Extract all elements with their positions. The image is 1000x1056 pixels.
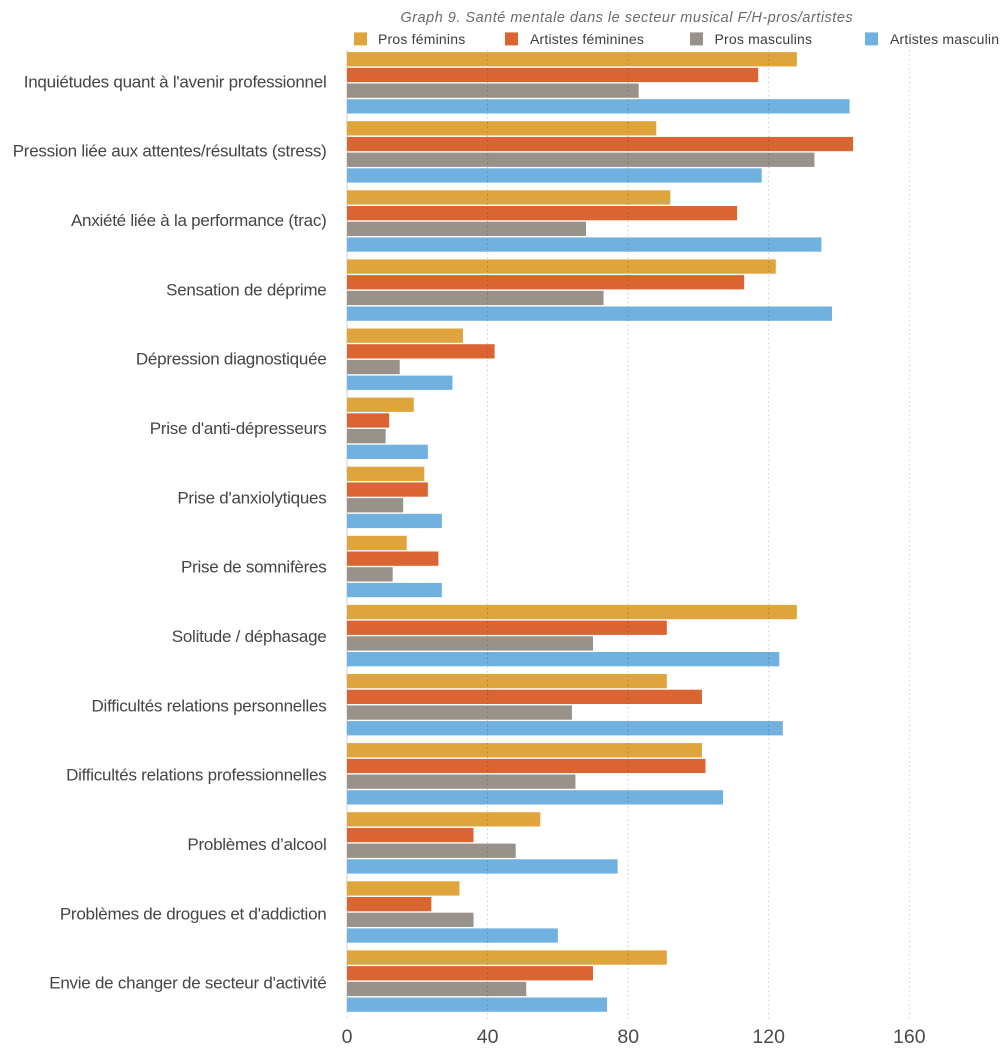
svg-text:Inquiétudes quant à l'avenir p: Inquiétudes quant à l'avenir professionn… <box>24 72 327 91</box>
svg-text:Pression liée aux attentes/rés: Pression liée aux attentes/résultats (st… <box>13 142 327 161</box>
svg-text:Pros masculins: Pros masculins <box>715 31 813 47</box>
svg-text:Sensation de déprime: Sensation de déprime <box>166 280 326 299</box>
svg-text:Prise d'anxiolytiques: Prise d'anxiolytiques <box>177 488 326 507</box>
svg-text:Solitude / déphasage: Solitude / déphasage <box>172 627 327 646</box>
svg-text:Graph 9. Santé mentale dans le: Graph 9. Santé mentale dans le secteur m… <box>400 10 853 26</box>
svg-text:Artistes féminines: Artistes féminines <box>530 31 644 47</box>
svg-text:80: 80 <box>617 1026 639 1048</box>
svg-text:Problèmes de drogues et d'addi: Problèmes de drogues et d'addiction <box>60 904 327 923</box>
svg-text:120: 120 <box>752 1026 785 1048</box>
svg-text:Dépression diagnostiquée: Dépression diagnostiquée <box>136 350 327 369</box>
svg-text:Difficultés relations professi: Difficultés relations professionnelles <box>66 766 326 785</box>
svg-text:40: 40 <box>477 1026 499 1048</box>
svg-text:Pros féminins: Pros féminins <box>378 31 465 47</box>
svg-text:0: 0 <box>342 1026 353 1048</box>
svg-text:Artistes masculins: Artistes masculins <box>890 31 1000 47</box>
svg-text:Problèmes d’alcool: Problèmes d’alcool <box>187 835 326 854</box>
svg-text:Envie de changer de secteur d': Envie de changer de secteur d'activité <box>49 974 326 993</box>
svg-text:Prise d'anti-dépresseurs: Prise d'anti-dépresseurs <box>150 419 327 438</box>
svg-text:Prise de somnifères: Prise de somnifères <box>181 558 326 577</box>
svg-text:160: 160 <box>893 1026 926 1048</box>
svg-text:Difficultés relations personne: Difficultés relations personnelles <box>92 696 327 715</box>
svg-text:Anxiété liée à la performance: Anxiété liée à la performance (trac) <box>71 211 327 230</box>
